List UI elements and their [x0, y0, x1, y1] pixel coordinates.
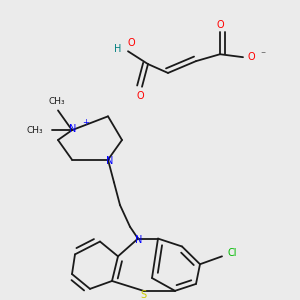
Text: O: O: [127, 38, 135, 48]
Text: O: O: [247, 52, 255, 62]
Text: O: O: [136, 91, 144, 100]
Text: S: S: [140, 290, 147, 300]
Text: Cl: Cl: [227, 248, 237, 258]
Text: O: O: [216, 20, 224, 30]
Text: ⁻: ⁻: [260, 50, 266, 60]
Text: CH₃: CH₃: [27, 126, 43, 135]
Text: N: N: [135, 235, 143, 244]
Text: H: H: [114, 44, 122, 54]
Text: N: N: [69, 124, 77, 134]
Text: CH₃: CH₃: [49, 97, 65, 106]
Text: N: N: [106, 156, 114, 166]
Text: +: +: [82, 118, 89, 127]
